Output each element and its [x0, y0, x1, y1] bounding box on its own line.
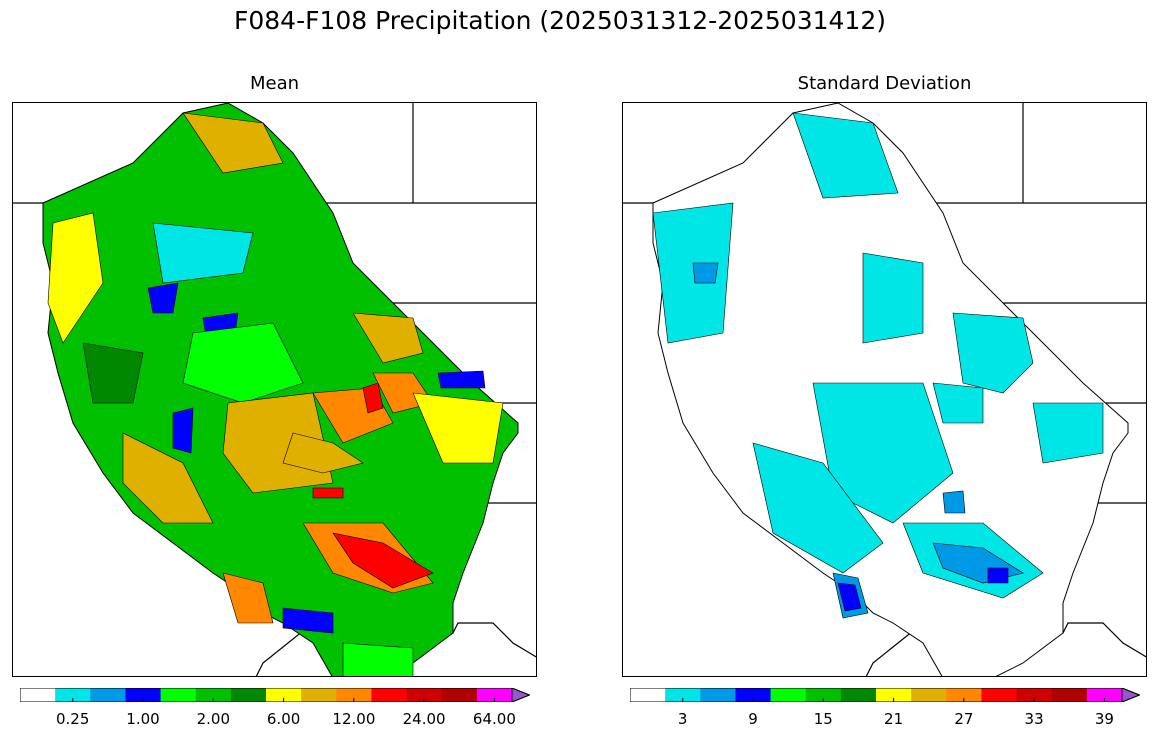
colorbar-stddev-tick-label: 21 [884, 710, 904, 728]
colorbar-stddev-tick-label: 9 [748, 710, 758, 728]
colorbar-swatch [1016, 688, 1053, 702]
colorbar-extend-arrow [1121, 688, 1140, 702]
colorbar-swatch [125, 688, 162, 702]
colorbar-stddev-tick-label: 33 [1024, 710, 1044, 728]
colorbar-stddev-tick-label: 27 [954, 710, 974, 728]
colorbar-swatch [735, 688, 772, 702]
colorbar-swatch [665, 688, 701, 702]
colorbar-outline [630, 688, 1140, 702]
colorbar-swatch [1086, 688, 1123, 702]
colorbar-stddev-tick-label: 15 [813, 710, 833, 728]
colorbar-swatch [55, 688, 91, 702]
colorbar-stddev [630, 688, 1140, 702]
colorbar-swatch [160, 688, 197, 702]
colorbar-mean-swatches [20, 688, 530, 702]
colorbar-mean-tick-label: 64.00 [472, 710, 516, 728]
colorbar-swatch [195, 688, 232, 702]
colorbar-mean-tick-label: 6.00 [266, 710, 301, 728]
colorbar-mean-tick-label: 12.00 [332, 710, 376, 728]
colorbar-stddev-swatches [630, 688, 1140, 702]
colorbar-swatch [1051, 688, 1088, 702]
colorbar-extend-arrow [511, 688, 530, 702]
colorbar-swatch [20, 688, 56, 702]
colorbar-swatch [266, 688, 302, 702]
colorbar-swatch [230, 688, 267, 702]
colorbar-stddev-tick-label: 3 [677, 710, 688, 728]
colorbar-swatch [90, 688, 126, 702]
colorbar-mean-tick-label: 2.00 [196, 710, 230, 728]
colorbar-swatch [946, 688, 982, 702]
colorbar-swatch [805, 688, 842, 702]
colorbar-swatch [476, 688, 513, 702]
colorbar-mean-tick-label: 1.00 [126, 710, 160, 728]
colorbar-swatch [981, 688, 1018, 702]
colorbar-swatch [371, 688, 408, 702]
colorbar-swatch [911, 688, 947, 702]
colorbar-swatch [700, 688, 736, 702]
colorbar-swatch [876, 688, 912, 702]
colorbar-swatch [406, 688, 443, 702]
colorbar-swatch [770, 688, 807, 702]
colorbar-stddev-labels: 3 9 15 21 27 33 39 [630, 710, 1140, 730]
colorbar-swatch [441, 688, 478, 702]
colorbar-mean-labels: 0.25 1.00 2.00 6.00 12.00 24.00 64.00 [20, 710, 530, 730]
panel-title-stddev: Standard Deviation [797, 73, 972, 94]
colorbar-mean-tick-label: 24.00 [402, 710, 446, 728]
panel-title-mean: Mean [249, 73, 300, 94]
colorbar-swatch [840, 688, 877, 702]
colorbar-mean-tick-label: 0.25 [55, 710, 90, 728]
colorbar-stddev-tick-label: 39 [1094, 710, 1114, 728]
colorbar-swatch [301, 688, 337, 702]
figure-title: F084-F108 Precipitation (2025031312-2025… [233, 6, 886, 35]
colorbar-swatch [630, 688, 666, 702]
colorbar-outline [20, 688, 530, 702]
map-stddev [622, 102, 1147, 677]
map-mean [12, 102, 537, 677]
colorbar-mean [20, 688, 530, 702]
colorbar-swatch [336, 688, 372, 702]
